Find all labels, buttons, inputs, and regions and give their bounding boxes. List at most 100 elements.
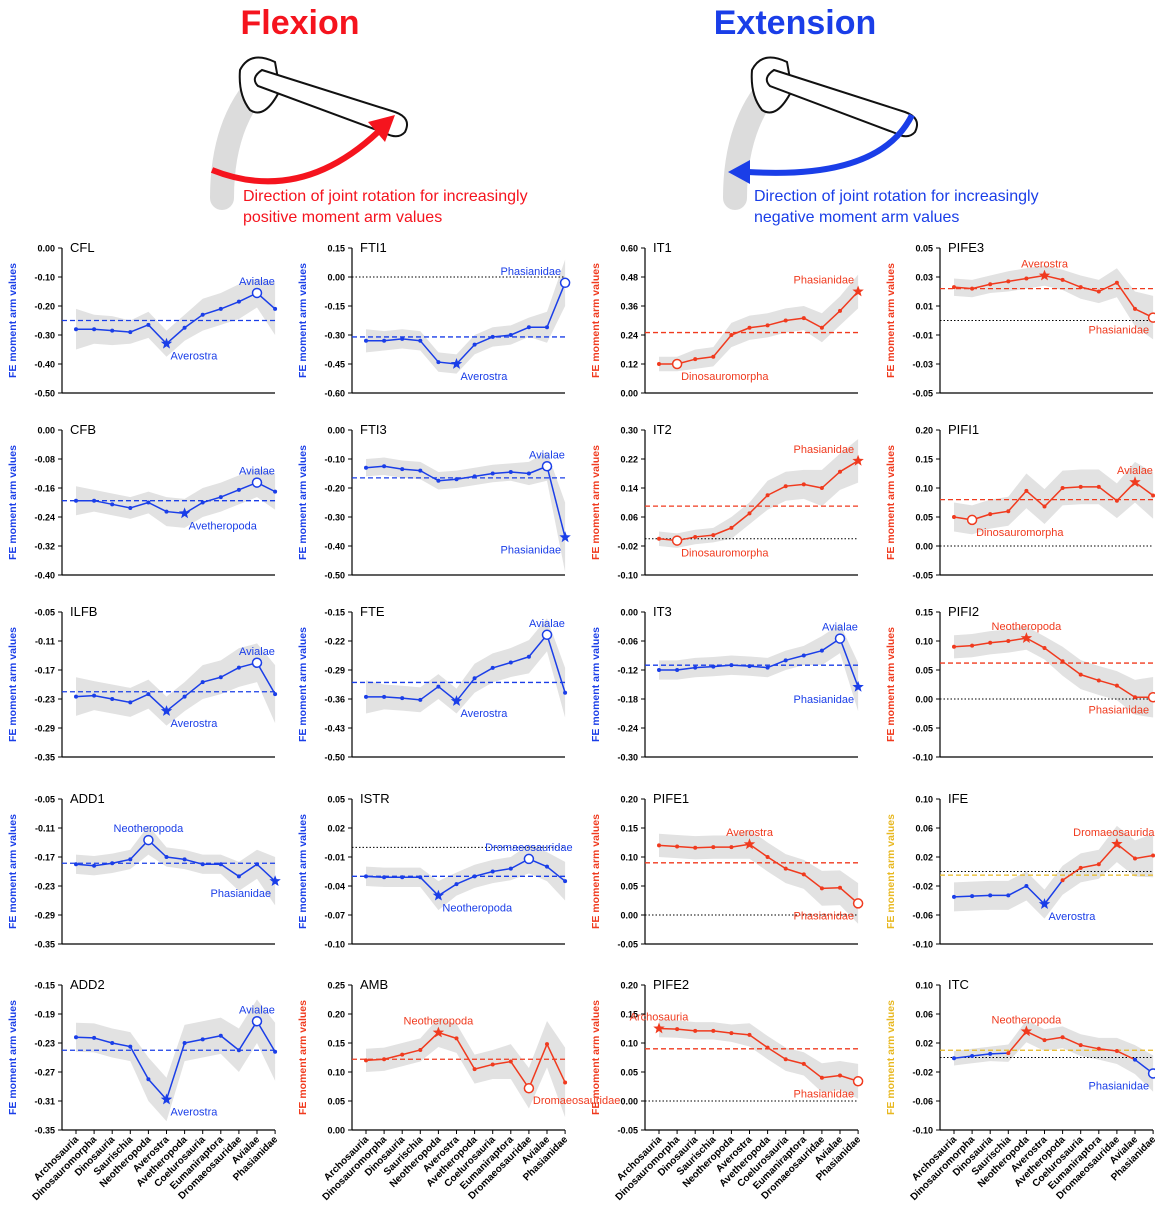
y-tick-label: 0.10 (620, 853, 638, 863)
y-tick-label: -0.15 (324, 608, 345, 618)
y-axis-label: FE moment arm values (297, 445, 309, 560)
panel: PIFE3FE moment arm values0.050.030.01-0.… (885, 240, 1155, 399)
y-tick-label: -0.18 (617, 695, 638, 705)
y-tick-label: -0.50 (34, 389, 55, 399)
point (838, 309, 842, 313)
flexion-illustration (212, 58, 407, 199)
annotation-label: Phasianidae (794, 1088, 855, 1100)
panel-title: IT1 (653, 240, 672, 255)
point (237, 488, 241, 492)
annotation-label: Averostra (1021, 259, 1069, 271)
point (970, 287, 974, 291)
y-tick-label: -0.05 (912, 389, 933, 399)
page: {"header": { "flexion": {"title": "Flexi… (0, 0, 1155, 1209)
panel-title: CFL (70, 240, 95, 255)
panel-title: PIFI2 (948, 604, 979, 619)
panel: IT3FE moment arm values0.00-0.06-0.12-0.… (590, 604, 864, 763)
annotation-label: Averostra (726, 827, 774, 839)
panel-title: ISTR (360, 791, 390, 806)
y-tick-label: 0.10 (915, 484, 933, 494)
y-tick-label: -0.17 (34, 666, 55, 676)
y-tick-label: 0.05 (620, 1068, 638, 1078)
y-tick-label: 0.15 (915, 608, 933, 618)
y-axis-label: FE moment arm values (885, 445, 897, 560)
panel: ILFBFE moment arm values-0.05-0.11-0.17-… (7, 604, 277, 763)
range-band (954, 826, 1153, 919)
y-tick-label: -0.31 (34, 1097, 55, 1107)
point (802, 1062, 806, 1066)
y-tick-label: -0.10 (324, 455, 345, 465)
point (146, 692, 150, 696)
y-tick-label: 0.05 (915, 513, 933, 523)
point (1006, 893, 1010, 897)
y-tick-label: 0.00 (915, 695, 933, 705)
annotation-label: Dinosauromorpha (976, 527, 1064, 539)
annotation-label: Avetheropoda (189, 520, 258, 532)
point (1024, 489, 1028, 493)
panel-title: IT2 (653, 422, 672, 437)
y-tick-label: -0.32 (34, 542, 55, 552)
range-band (76, 1000, 275, 1122)
point (219, 307, 223, 311)
point (820, 326, 824, 330)
point (74, 327, 78, 331)
annotation-label: Dinosauromorpha (681, 548, 769, 560)
y-tick-label: -0.10 (34, 273, 55, 283)
point (237, 300, 241, 304)
point (1133, 856, 1137, 860)
panel: IT2FE moment arm values0.300.220.140.06-… (590, 422, 864, 581)
y-tick-label: -0.17 (34, 853, 55, 863)
y-tick-label: 0.01 (915, 302, 933, 312)
point (1097, 862, 1101, 866)
panel-title: FTE (360, 604, 385, 619)
point (273, 692, 277, 696)
y-tick-label: -0.10 (912, 1126, 933, 1136)
point (545, 865, 549, 869)
point (273, 490, 277, 494)
point (237, 666, 241, 670)
point (219, 675, 223, 679)
panel-title: CFB (70, 422, 96, 437)
y-axis-label: FE moment arm values (885, 263, 897, 378)
point (527, 325, 531, 329)
panel: FTI3FE moment arm values0.00-0.10-0.20-0… (297, 422, 571, 581)
point (729, 333, 733, 337)
point (1115, 684, 1119, 688)
point (201, 680, 205, 684)
point (255, 862, 259, 866)
y-axis-label: FE moment arm values (7, 445, 19, 560)
point (748, 326, 752, 330)
y-tick-label: 0.02 (327, 824, 345, 834)
point (1061, 659, 1065, 663)
panel: FTEFE moment arm values-0.15-0.22-0.29-0… (297, 604, 567, 763)
point (128, 506, 132, 510)
annotation-label: Avialae (239, 646, 275, 658)
y-tick-label: -0.10 (912, 940, 933, 950)
point (219, 1034, 223, 1038)
annotation-label: Phasianidae (794, 275, 855, 287)
flexion-caption: Direction of joint rotation for increasi… (243, 186, 573, 228)
point (92, 864, 96, 868)
point (657, 537, 661, 541)
point (729, 526, 733, 530)
annotation-label: Dromaeosauridae (1073, 827, 1155, 839)
point (201, 1037, 205, 1041)
point (802, 654, 806, 658)
annotation-label: Averostra (461, 371, 509, 383)
point (473, 343, 477, 347)
y-tick-label: -0.23 (34, 1039, 55, 1049)
y-tick-label: 0.12 (620, 360, 638, 370)
point (110, 502, 114, 506)
annotation-label: Averostra (171, 1107, 219, 1119)
point (729, 663, 733, 667)
point (201, 862, 205, 866)
point (1115, 499, 1119, 503)
y-tick-label: 0.24 (620, 331, 638, 341)
point (183, 326, 187, 330)
y-tick-label: 0.15 (327, 244, 345, 254)
point (473, 1067, 477, 1071)
y-tick-label: -0.02 (912, 882, 933, 892)
point (436, 685, 440, 689)
y-tick-label: -0.24 (617, 724, 638, 734)
